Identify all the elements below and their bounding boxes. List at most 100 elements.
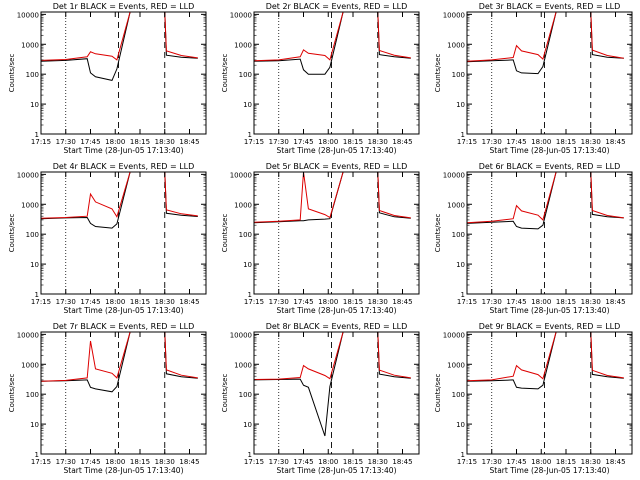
y-tick-label: 10 xyxy=(30,101,39,109)
plot-frame xyxy=(466,11,633,135)
y-tick-label: 10 xyxy=(30,421,39,429)
y-axis-label: Counts/sec xyxy=(8,214,16,253)
x-tick-label: 18:45 xyxy=(392,298,412,306)
y-tick-label: 1000 xyxy=(21,201,39,209)
y-tick-label: 10000 xyxy=(443,11,465,19)
x-tick-label: 18:15 xyxy=(556,138,576,146)
events-series-line xyxy=(253,331,411,437)
x-tick-label: 18:45 xyxy=(179,298,199,306)
x-tick-label: 18:15 xyxy=(130,298,150,306)
y-tick-label: 100 xyxy=(452,71,465,79)
x-axis-label: Start Time (28-Jun-05 17:13:40) xyxy=(64,146,184,155)
x-axis-label: Start Time (28-Jun-05 17:13:40) xyxy=(277,146,397,155)
y-tick-label: 1 xyxy=(35,451,39,459)
y-axis-label: Counts/sec xyxy=(434,214,442,253)
lld-series-line xyxy=(466,11,624,62)
x-axis-label: Start Time (28-Jun-05 17:13:40) xyxy=(64,306,184,315)
y-axis-label: Counts/sec xyxy=(221,214,229,253)
events-series-line xyxy=(40,331,198,393)
x-tick-label: 18:30 xyxy=(368,138,388,146)
x-tick-label: 17:30 xyxy=(482,138,502,146)
x-tick-label: 17:30 xyxy=(56,138,76,146)
panel-title: Det 1r BLACK = Events, RED = LLD xyxy=(53,2,195,11)
x-tick-label: 18:30 xyxy=(581,298,601,306)
x-tick-label: 18:00 xyxy=(318,458,338,466)
lld-series-line xyxy=(40,331,198,382)
x-tick-label: 18:45 xyxy=(179,138,199,146)
x-axis-label: Start Time (28-Jun-05 17:13:40) xyxy=(490,306,610,315)
y-tick-label: 1 xyxy=(461,131,465,139)
x-tick-label: 18:30 xyxy=(155,138,175,146)
y-tick-label: 1000 xyxy=(447,41,465,49)
panel-title: Det 5r BLACK = Events, RED = LLD xyxy=(266,162,408,171)
x-tick-label: 18:00 xyxy=(105,298,125,306)
panel-det-8: Det 8r BLACK = Events, RED = LLD 1 10 100 10… xyxy=(221,322,420,475)
y-tick-label: 10000 xyxy=(230,171,252,179)
x-tick-label: 18:00 xyxy=(531,298,551,306)
lld-series-line xyxy=(253,171,411,223)
x-tick-label: 17:45 xyxy=(80,138,100,146)
x-tick-label: 18:00 xyxy=(318,138,338,146)
panel-title: Det 7r BLACK = Events, RED = LLD xyxy=(53,322,195,331)
panel-title: Det 8r BLACK = Events, RED = LLD xyxy=(266,322,408,331)
y-tick-label: 1 xyxy=(461,291,465,299)
y-tick-label: 100 xyxy=(452,231,465,239)
x-tick-label: 17:45 xyxy=(293,458,313,466)
x-tick-label: 18:45 xyxy=(179,458,199,466)
x-tick-label: 18:30 xyxy=(155,458,175,466)
y-tick-label: 10 xyxy=(243,421,252,429)
events-series-line xyxy=(40,11,198,81)
x-tick-label: 17:15 xyxy=(244,138,264,146)
y-tick-label: 1000 xyxy=(234,201,252,209)
x-tick-label: 17:15 xyxy=(31,298,51,306)
y-tick-label: 10 xyxy=(30,261,39,269)
lld-series-line xyxy=(40,11,198,61)
x-tick-label: 17:15 xyxy=(31,138,51,146)
lld-series-line xyxy=(466,171,624,224)
x-tick-label: 17:45 xyxy=(506,458,526,466)
y-tick-label: 10000 xyxy=(17,171,39,179)
x-tick-label: 18:00 xyxy=(105,458,125,466)
x-tick-label: 18:45 xyxy=(605,458,625,466)
plot-frame xyxy=(253,171,420,295)
y-tick-label: 100 xyxy=(26,231,39,239)
y-tick-label: 1 xyxy=(461,451,465,459)
y-tick-label: 1000 xyxy=(21,41,39,49)
x-tick-label: 17:45 xyxy=(506,298,526,306)
events-series-line xyxy=(40,171,198,229)
plot-frame xyxy=(40,331,207,455)
y-tick-label: 1000 xyxy=(234,361,252,369)
x-tick-label: 17:45 xyxy=(293,138,313,146)
panel-title: Det 3r BLACK = Events, RED = LLD xyxy=(479,2,621,11)
panel-det-6: Det 6r BLACK = Events, RED = LLD 1 10 100 10… xyxy=(434,162,633,315)
plot-frame xyxy=(253,331,420,455)
y-axis-label: Counts/sec xyxy=(434,54,442,93)
x-tick-label: 17:30 xyxy=(56,298,76,306)
y-tick-label: 10 xyxy=(456,261,465,269)
x-tick-label: 17:45 xyxy=(506,138,526,146)
y-tick-label: 1000 xyxy=(234,41,252,49)
events-series-line xyxy=(466,11,624,75)
plot-frame xyxy=(40,11,207,135)
events-series-line xyxy=(253,171,411,224)
x-tick-label: 18:30 xyxy=(368,458,388,466)
x-tick-label: 18:30 xyxy=(581,138,601,146)
x-tick-label: 18:45 xyxy=(392,138,412,146)
y-tick-label: 100 xyxy=(239,391,252,399)
x-tick-label: 17:45 xyxy=(293,298,313,306)
x-tick-label: 18:15 xyxy=(130,138,150,146)
plot-frame xyxy=(253,11,420,135)
panel-det-1: Det 1r BLACK = Events, RED = LLD 1 10 100 10… xyxy=(8,2,207,155)
y-tick-label: 100 xyxy=(26,71,39,79)
y-tick-label: 1 xyxy=(248,131,252,139)
x-tick-label: 17:30 xyxy=(269,298,289,306)
x-tick-label: 17:30 xyxy=(482,298,502,306)
y-axis-label: Counts/sec xyxy=(221,374,229,413)
panel-det-9: Det 9r BLACK = Events, RED = LLD 1 10 100 10… xyxy=(434,322,633,475)
panel-det-3: Det 3r BLACK = Events, RED = LLD 1 10 100 10… xyxy=(434,2,633,155)
x-tick-label: 17:30 xyxy=(56,458,76,466)
y-axis-label: Counts/sec xyxy=(221,54,229,93)
plot-frame xyxy=(40,171,207,295)
x-tick-label: 18:00 xyxy=(318,298,338,306)
